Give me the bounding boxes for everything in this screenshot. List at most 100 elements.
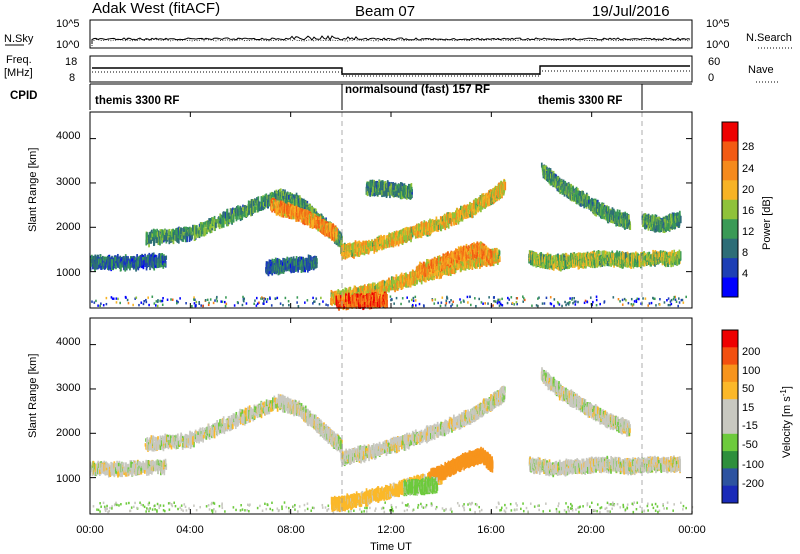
echo-cell [203,227,206,236]
echo-cell [349,243,352,249]
echo-cell [194,298,196,301]
echo-cell [190,227,193,236]
echo-cell [310,222,313,228]
echo-cell [685,295,687,299]
echo-cell [300,217,303,223]
echo-cell [433,302,436,305]
echo-cell [266,195,269,201]
echo-cell [568,301,570,305]
echo-cell [410,298,413,302]
echo-cell [675,300,678,303]
echo-cell [541,302,544,305]
echo-cell [202,222,205,229]
echo-cell [216,219,219,224]
echo-cell [371,187,373,193]
echo-cell [252,205,255,214]
echo-cell [145,298,147,302]
echo-cell [247,200,250,208]
echo-cell [431,299,434,302]
echo-cell [342,248,345,256]
echo-cell [448,301,451,304]
echo-cell [395,190,398,196]
echo-cell [282,303,284,307]
echo-cell [654,297,656,301]
echo-cell [441,296,444,299]
echo-cell [383,280,386,287]
echo-cell [287,207,290,215]
echo-cell [198,302,201,305]
echo-cell [414,233,417,237]
echo-cell [648,302,651,305]
echo-cell [399,237,401,244]
echo-cell [300,214,303,219]
echo-cell [167,235,170,240]
echo-cell [175,228,178,235]
echo-cell [666,298,668,302]
echo-cell [623,297,626,301]
echo-cell [595,295,598,298]
echo-cell [294,208,296,216]
echo-cell [636,297,639,300]
echo-cell [680,298,683,302]
echo-cell [168,237,171,245]
echo-cell [466,213,469,219]
echo-cell [209,298,212,301]
echo-cell [204,298,207,302]
echo-cell [342,252,345,256]
echo-cell [193,302,196,305]
echo-cell [408,300,410,303]
echo-cell [394,182,397,189]
echo-cell [198,301,200,304]
echo-cell [295,195,298,201]
echo-cell [383,185,386,192]
echo-cell [204,228,206,232]
echo-cell [388,243,391,248]
echo-cell [198,233,201,237]
echo-cell [494,300,497,303]
echo-cell [220,214,223,220]
echo-cell [417,223,420,230]
echo-cell [383,242,386,248]
echo-cell [313,300,316,303]
echo-cell [543,302,546,305]
echo-cell [331,231,334,239]
echo-cell [522,297,525,300]
echo-cell [433,225,436,232]
echo-cell [577,300,579,304]
echo-cell [627,301,630,305]
echo-cell [556,300,559,304]
echo-cell [510,296,513,299]
echo-cell [192,224,194,232]
echo-cell [163,232,166,241]
echo-cell [410,234,413,240]
echo-cell [404,236,407,243]
echo-cell [115,301,118,304]
echo-cell [286,199,288,206]
echo-cell [621,298,624,302]
date-title: 19/Jul/2016 [592,3,670,20]
echo-cell [678,301,681,304]
echo-cell [267,201,270,207]
echo-cell [193,232,196,242]
echo-cell [230,215,233,224]
echo-cell [377,284,380,290]
echo-cell [456,304,459,307]
echo-cell [484,302,487,305]
echo-cell [263,299,265,303]
freq-label-1: Freq. [6,54,32,66]
echo-cell [424,226,427,234]
echo-cell [179,297,181,300]
echo-cell [599,302,601,306]
echo-cell [322,300,324,303]
echo-cell [569,297,571,300]
echo-cell [215,223,217,229]
echo-cell [476,198,478,205]
echo-cell [297,305,300,308]
echo-cell [274,297,277,301]
echo-cell [157,300,159,303]
echo-cell [351,243,353,249]
echo-cell [399,234,402,239]
echo-cell [261,297,264,300]
echo-cell [296,296,299,299]
